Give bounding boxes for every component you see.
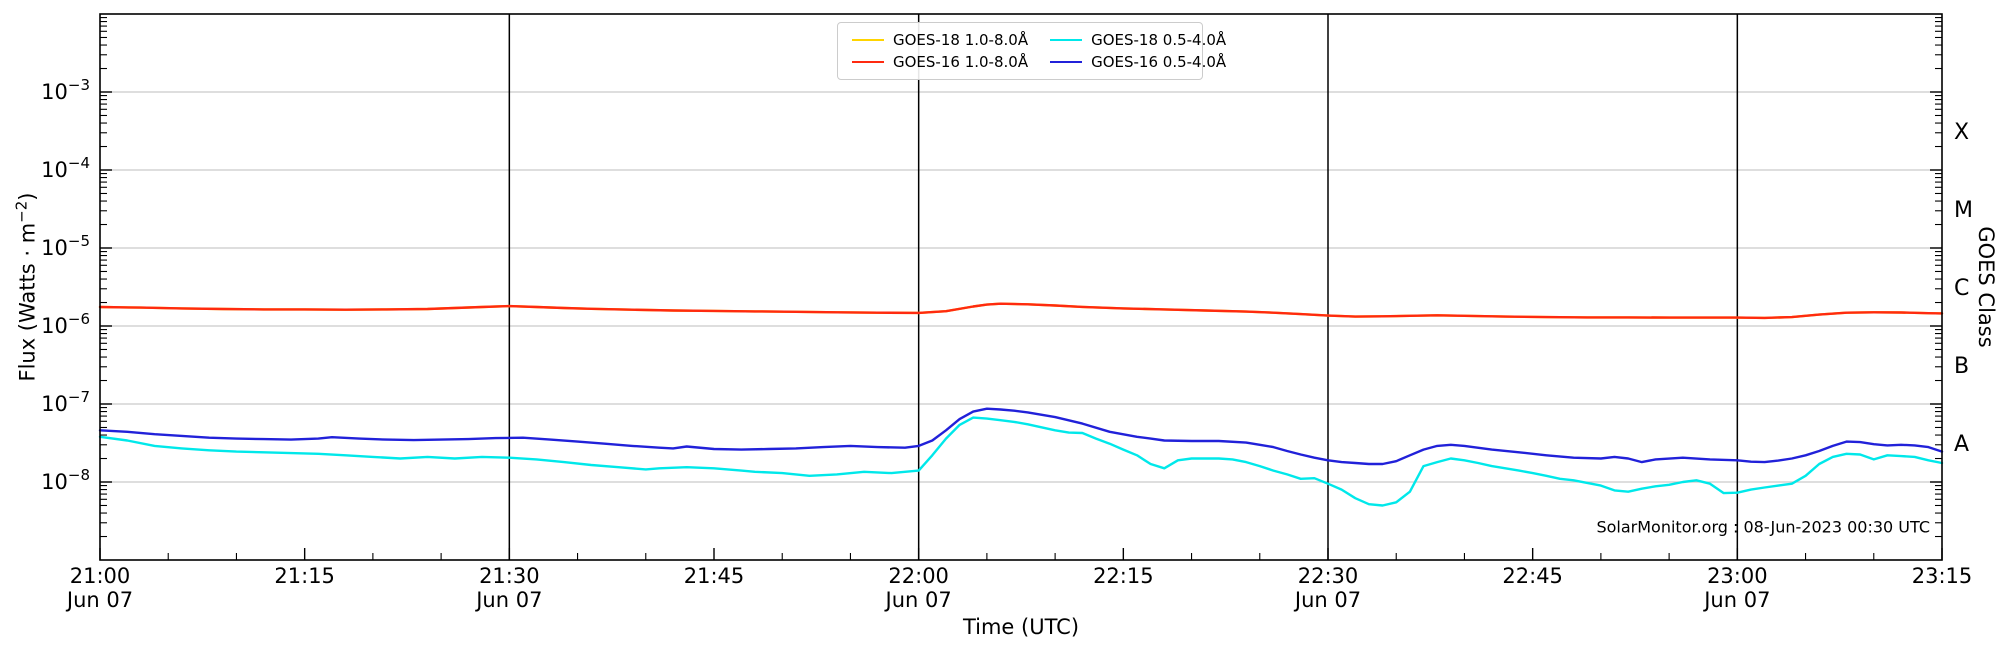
x-tick-date-label: Jun 07 [1702,588,1770,612]
y-tick-label: 10−6 [41,310,90,338]
goes16-short-line [98,407,1944,466]
legend-label-goes16-long: GOES-16 1.0-8.0Å [893,53,1029,71]
watermark-text: SolarMonitor.org : 08-Jun-2023 00:30 UTC [1596,517,1930,537]
gridlines [100,91,1942,483]
y-axis-title-exponent: −2 [12,200,31,223]
y-tick-label: 10−4 [41,154,90,182]
goes16-long-line [98,302,1944,320]
y-tick-label: 10−3 [41,76,90,104]
x-tick-time-label: 22:15 [1093,564,1154,588]
legend-line-swatch-goes18-short [1050,38,1083,42]
x-tick-time-label: 21:00 [70,564,131,588]
y-axis-title-post: ) [15,192,40,201]
legend-box: GOES-18 1.0-8.0Å GOES-16 1.0-8.0Å GOES-18 … [837,22,1226,80]
x-tick-time-label: 21:45 [684,564,745,588]
y-tick-label: 10−5 [41,232,90,260]
goes-class-label-a: A [1954,432,1969,457]
legend-entry-goes18-long: GOES-18 1.0-8.0Å [852,29,1028,51]
legend-label-goes16-short: GOES-16 0.5-4.0Å [1091,53,1227,71]
right-axis-title: GOES Class [1974,226,1998,348]
x-tick-date-label: Jun 07 [474,588,542,612]
axes-and-ticks [99,13,1943,561]
y-axis-title: Flux (Watts · m−2) [13,192,40,381]
y-tick-label: 10−8 [41,466,90,494]
x-tick-time-label: 22:00 [888,564,949,588]
x-tick-time-label: 21:30 [479,564,540,588]
legend-line-swatch-goes16-long [852,60,884,64]
goes18-short-line [98,416,1944,507]
x-tick-time-label: 21:15 [274,564,335,588]
series-lines [98,302,1944,507]
x-tick-time-label: 22:45 [1502,564,1563,588]
legend-label-goes18-long: GOES-18 1.0-8.0Å [893,31,1029,49]
x-tick-time-label: 23:00 [1707,564,1768,588]
legend-entry-goes16-long: GOES-16 1.0-8.0Å [852,51,1028,73]
x-tick-time-label: 23:15 [1912,564,1973,588]
goes-class-label-b: B [1954,354,1969,379]
plot-border [99,13,1943,561]
goes18-long-line [98,302,1944,320]
legend-label-goes18-short: GOES-18 0.5-4.0Å [1091,31,1227,49]
x-axis-title: Time (UTC) [962,615,1080,639]
goes-class-label-x: X [1954,120,1969,145]
goes-class-label-m: M [1954,198,1973,223]
legend-entry-goes18-short: GOES-18 0.5-4.0Å [1050,29,1226,51]
goes-class-label-c: C [1954,276,1969,301]
y-axis-title-pre: Flux (Watts · m [15,222,40,382]
x-tick-date-label: Jun 07 [884,588,952,612]
legend-entry-goes16-short: GOES-16 0.5-4.0Å [1050,51,1226,73]
legend-line-swatch-goes18-long [852,38,884,42]
x-tick-date-label: Jun 07 [1293,588,1361,612]
x-tick-time-label: 22:30 [1298,564,1359,588]
x-tick-date-label: Jun 07 [65,588,133,612]
y-tick-label: 10−7 [41,388,90,416]
legend-line-swatch-goes16-short [1050,60,1083,64]
